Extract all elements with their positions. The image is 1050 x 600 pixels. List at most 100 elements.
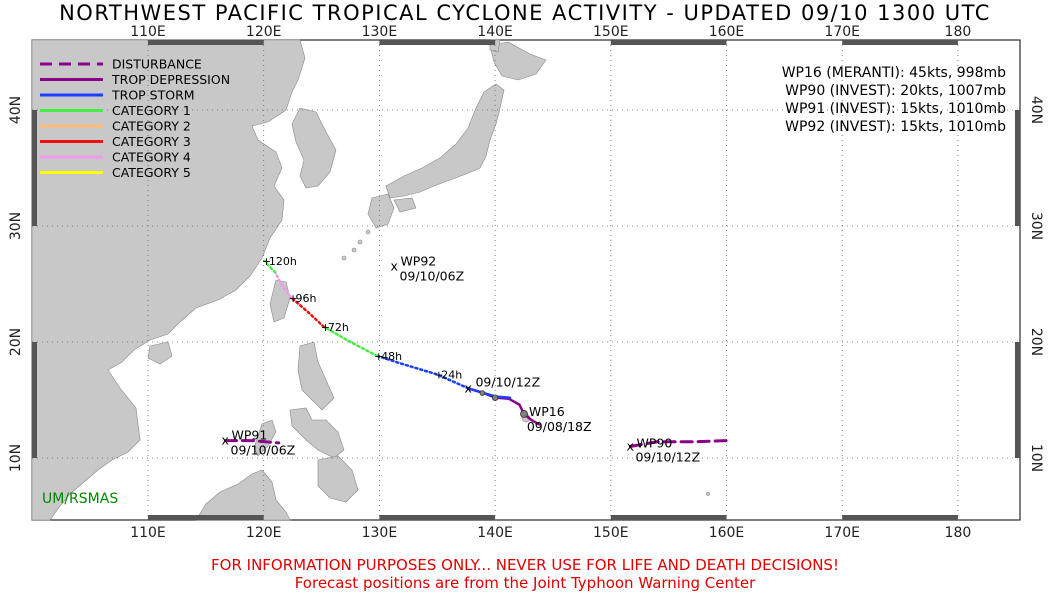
ryukyu-island [341, 255, 347, 261]
lat-label-left: 10N [8, 444, 24, 472]
asia-mainland [31, 39, 306, 521]
lat-label-right: 10N [1028, 444, 1044, 472]
storm-info-box: WP16 (MERANTI): 45kts, 998mb WP90 (INVEST… [782, 65, 1006, 135]
legend-label: CATEGORY 1 [112, 103, 191, 118]
lon-label-bottom: 110E [130, 525, 166, 541]
wp91-name: WP91 [232, 428, 268, 443]
lat-label-left: 20N [8, 328, 24, 356]
lon-label-bottom: 160E [709, 525, 745, 541]
wp16-forecast-cat1 [322, 325, 379, 358]
edge-marker-top [842, 40, 958, 45]
lon-label-bottom: 170E [824, 525, 860, 541]
lat-lon-grid [32, 40, 1020, 520]
philippines-palawan [253, 419, 277, 457]
lon-label-top: 150E [593, 24, 629, 40]
edge-marker-top [148, 40, 264, 45]
axis-edge-markers [32, 40, 1020, 520]
forecast-marker: + [374, 350, 383, 363]
philippines-visayas [289, 407, 345, 459]
legend-label: CATEGORY 4 [112, 150, 191, 165]
wp16-history-point [479, 390, 486, 396]
edge-marker-bottom [610, 515, 727, 520]
wp91-time: 09/10/06Z [231, 443, 296, 458]
legend-label: DISTURBANCE [112, 57, 202, 72]
lat-label-left: 30N [8, 212, 24, 240]
wp16-history-point [491, 394, 499, 401]
edge-marker-right [1015, 110, 1020, 226]
ryukyu-island [365, 229, 371, 235]
disclaimer-line-1: FOR INFORMATION PURPOSES ONLY... NEVER U… [211, 556, 839, 574]
edge-marker-left [32, 110, 37, 226]
legend-label: CATEGORY 5 [112, 165, 191, 180]
edge-marker-bottom [842, 515, 958, 520]
pacific-islet [706, 492, 710, 496]
disclaimer-line-2: Forecast positions are from the Joint Ty… [294, 574, 756, 592]
edge-marker-top [610, 40, 727, 45]
wp16-forecast-cat3 [290, 296, 326, 329]
ryukyu-island [357, 239, 363, 245]
land-masses [31, 39, 710, 521]
wp92-marker: x [390, 259, 397, 274]
edge-marker-right [1015, 342, 1020, 458]
korea-peninsula [291, 107, 337, 189]
legend-label: CATEGORY 2 [112, 119, 191, 134]
wp90-time: 09/10/12Z [635, 449, 700, 464]
storm-info-line: WP16 (MERANTI): 45kts, 998mb [782, 65, 1006, 81]
storm-tracks [224, 259, 728, 448]
lon-label-top: 180 [945, 24, 972, 40]
edge-marker-left [32, 342, 37, 458]
wp16-current-marker: x [464, 380, 471, 395]
philippines-mindanao [317, 455, 359, 503]
wp90-track [629, 439, 728, 448]
legend-label: TROP STORM [111, 88, 195, 103]
lon-label-top: 160E [709, 24, 745, 40]
lat-label-right: 20N [1028, 328, 1044, 356]
lon-label-bottom: 180 [945, 525, 972, 541]
wp16-track-ts [467, 387, 512, 399]
credit-label: UM/RSMAS [42, 491, 118, 507]
tracking-map: 110E 110E 120E 120E 130E 130E 140E 140E 150E 150E… [8, 24, 1044, 541]
storm-info-line: WP91 (INVEST): 15kts, 1010mb [785, 101, 1006, 117]
wp16-forecast-ts [375, 354, 470, 390]
wp16-start-time: 09/08/18Z [527, 419, 592, 434]
lon-label-top: 110E [130, 24, 166, 40]
edge-marker-bottom [148, 515, 264, 520]
philippines-luzon [297, 341, 335, 411]
legend-label: TROP DEPRESSION [111, 72, 230, 87]
storm-info-line: WP90 (INVEST): 20kts, 1007mb [785, 83, 1006, 99]
wp16-forecast-cat4 [274, 271, 293, 300]
wp91-marker: x [222, 433, 229, 448]
lon-label-bottom: 120E [246, 525, 282, 541]
forecast-marker: + [288, 292, 297, 305]
wp92-name: WP92 [400, 254, 436, 269]
lon-label-top: 170E [824, 24, 860, 40]
wp16-current-time: 09/10/12Z [475, 374, 540, 389]
legend-label: CATEGORY 3 [112, 134, 191, 149]
map-title: NORTHWEST PACIFIC TROPICAL CYCLONE ACTIV… [59, 1, 991, 25]
lat-label-left: 40N [8, 96, 24, 124]
storm-info-line: WP92 (INVEST): 15kts, 1010mb [785, 119, 1006, 135]
lon-label-top: 120E [246, 24, 282, 40]
lat-label-right: 30N [1028, 212, 1044, 240]
lon-label-top: 130E [362, 24, 398, 40]
wp92-time: 09/10/06Z [399, 269, 464, 284]
wp16-name: WP16 [529, 404, 565, 419]
axis-labels: 110E 110E 120E 120E 130E 130E 140E 140E 150E 150E… [8, 24, 1044, 541]
lat-label-right: 40N [1028, 96, 1044, 124]
borneo-island [195, 469, 291, 521]
japan-kyushu [367, 193, 395, 229]
edge-marker-top [379, 40, 496, 45]
lon-label-top: 140E [477, 24, 513, 40]
japan-honshu [385, 83, 505, 199]
lon-label-bottom: 150E [593, 525, 629, 541]
ryukyu-island [351, 247, 357, 253]
forecast-label: 120h [269, 255, 297, 268]
edge-marker-bottom [379, 515, 496, 520]
forecast-label: 48h [381, 350, 402, 363]
forecast-label: 96h [295, 292, 316, 305]
forecast-marker: + [262, 255, 271, 268]
forecast-marker: + [321, 321, 330, 334]
wp16-forecast-cat1-late [263, 259, 277, 274]
